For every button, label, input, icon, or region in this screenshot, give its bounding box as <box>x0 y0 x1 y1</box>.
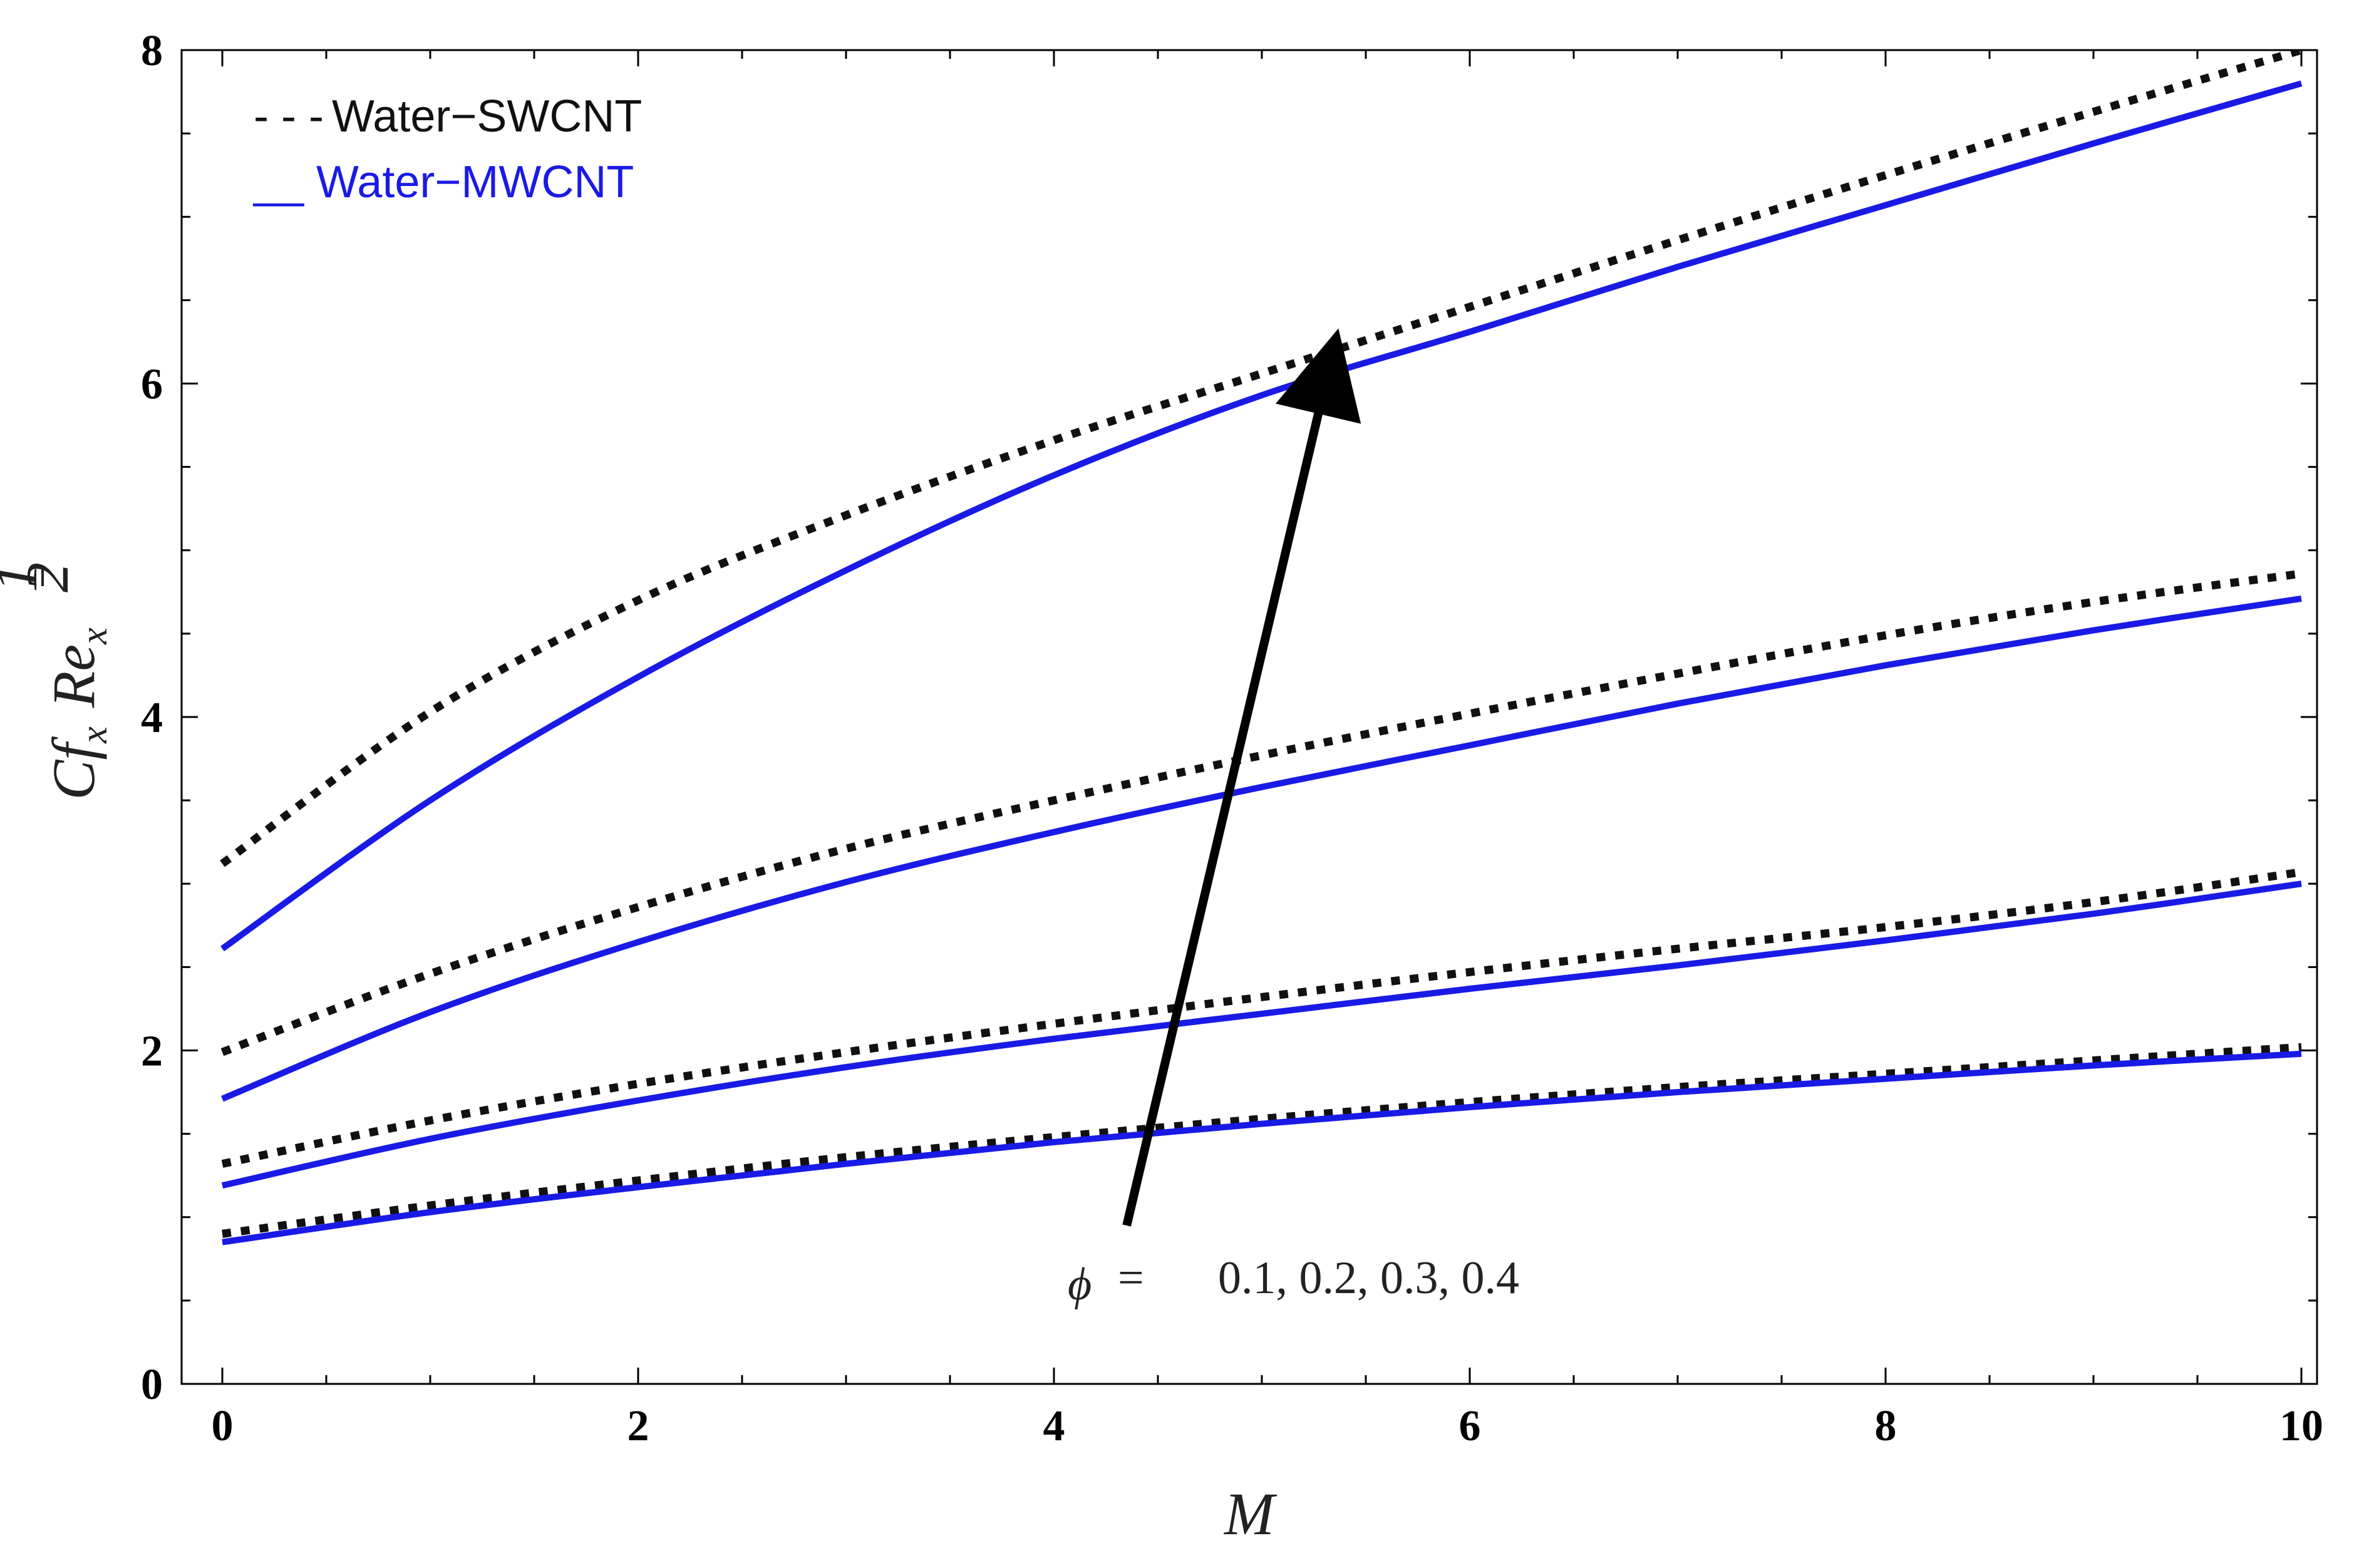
y-tick-labels: 0 2 4 6 8 <box>141 27 163 1409</box>
y-title-term-sub: x <box>73 627 115 645</box>
phi-symbol: ϕ <box>1068 1259 1092 1310</box>
x-tick-label: 0 <box>212 1402 234 1450</box>
legend-marker-swcnt: - - - <box>254 91 324 142</box>
y-title-exp-den: 2 <box>14 562 81 592</box>
series-line-swcnt-2 <box>221 868 2302 1168</box>
y-title-base-sub: x <box>73 726 115 744</box>
phi-equals: = <box>1118 1252 1144 1304</box>
x-tick-label: 6 <box>1459 1402 1481 1450</box>
y-tick-label: 8 <box>141 27 163 75</box>
y-title-base: Cf <box>40 736 107 800</box>
axis-ticks <box>182 49 2317 1385</box>
x-tick-label: 8 <box>1875 1402 1897 1450</box>
x-tick-label: 2 <box>627 1402 649 1450</box>
y-tick-label: 0 <box>141 1361 163 1409</box>
x-axis-title: M <box>1223 1480 1277 1547</box>
y-title-exp-num: 1 <box>0 562 49 592</box>
series-line-swcnt-6 <box>220 50 2303 867</box>
legend-marker-mwcnt: __ <box>252 157 304 207</box>
svg-text:CfxRex: CfxRex <box>40 627 115 800</box>
y-tick-label: 4 <box>141 694 163 742</box>
legend: - - - Water−SWCNT __ Water−MWCNT <box>252 91 642 207</box>
x-tick-label: 10 <box>2279 1402 2323 1450</box>
x-tick-label: 4 <box>1043 1402 1065 1450</box>
phi-values: 0.1, 0.2, 0.3, 0.4 <box>1218 1252 1519 1304</box>
y-axis-title: CfxRex 1 2 <box>0 562 115 800</box>
y-tick-label: 6 <box>141 361 163 409</box>
series-line-mwcnt-3 <box>221 880 2302 1189</box>
y-tick-label: 2 <box>141 1028 163 1076</box>
x-tick-labels: 0 2 4 6 8 10 <box>212 1402 2324 1450</box>
phi-arrow <box>1122 328 1361 1227</box>
series-layer <box>220 50 2303 1246</box>
legend-label-swcnt: Water−SWCNT <box>332 91 642 142</box>
series-line-mwcnt-1 <box>222 1050 2302 1246</box>
series-line-mwcnt-7 <box>220 80 2303 952</box>
series-line-mwcnt-5 <box>221 596 2302 1102</box>
y-title-term: Re <box>40 644 107 708</box>
phi-annotation: ϕ = 0.1, 0.2, 0.3, 0.4 <box>1068 1252 1519 1310</box>
legend-label-mwcnt: Water−MWCNT <box>316 157 634 207</box>
